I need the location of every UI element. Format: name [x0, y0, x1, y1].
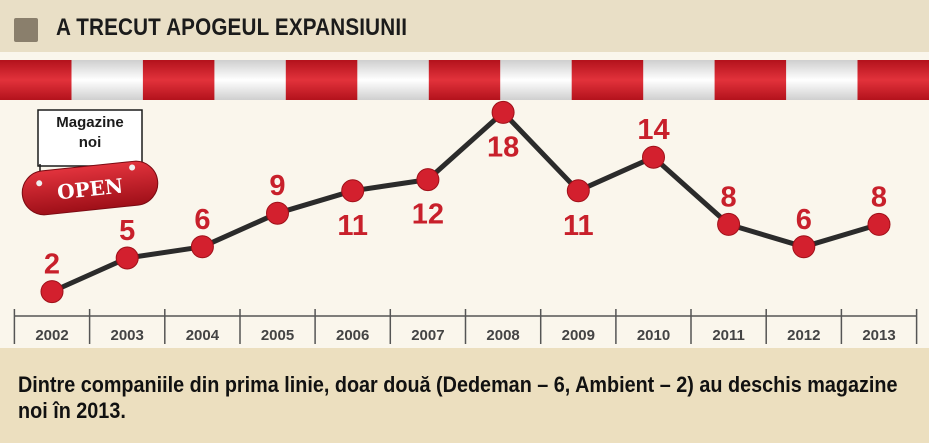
sign-board: [37, 109, 143, 167]
data-point: [341, 179, 365, 203]
open-plate: [21, 160, 159, 216]
x-tick-label: 2013: [862, 327, 895, 344]
awning-stripes: [0, 60, 929, 100]
series-line: [49, 109, 882, 295]
data-point: [717, 212, 741, 236]
data-point: [40, 280, 64, 304]
chart-area: Magazine noi OPEN 2002 2003 2004 2005 2006 20…: [0, 52, 929, 348]
value-label: 5: [119, 215, 135, 247]
chart-title: A TRECUT APOGEUL EXPANSIUNII: [56, 14, 408, 41]
value-labels: 2 5 6 9 11 12 18 11 14 8 6 8: [44, 114, 887, 280]
data-point: [867, 212, 891, 236]
x-tick-label: 2004: [186, 327, 220, 344]
x-axis-ticks: [13, 309, 918, 344]
sign-label-line1: Magazine: [56, 114, 124, 131]
value-label: 12: [412, 199, 444, 231]
awning-stripe: [786, 60, 859, 100]
caption: Dintre companiile din prima linie, doar …: [18, 372, 898, 423]
value-label: 2: [44, 249, 60, 281]
x-tick-label: 2009: [562, 327, 595, 344]
value-label: 14: [637, 114, 669, 146]
value-label: 11: [337, 210, 368, 242]
awning-stripe: [214, 60, 287, 100]
series-markers: [40, 100, 891, 304]
value-label: 6: [796, 204, 812, 236]
x-tick-label: 2010: [637, 327, 670, 344]
line-chart: Magazine noi OPEN 2002 2003 2004 2005 2006 20…: [0, 60, 929, 344]
awning-stripe: [71, 60, 144, 100]
x-tick-label: 2008: [486, 327, 519, 344]
value-label: 8: [871, 181, 887, 213]
x-tick-label: 2006: [336, 327, 369, 344]
plate-hole-right: [129, 164, 136, 171]
awning-stripe: [357, 60, 430, 100]
data-point: [491, 100, 515, 124]
x-tick-label: 2002: [35, 327, 68, 344]
data-point: [115, 246, 139, 270]
x-tick-label: 2011: [712, 327, 745, 344]
data-point: [792, 235, 816, 259]
awning-stripe: [714, 60, 787, 100]
footer-bar: Dintre companiile din prima linie, doar …: [0, 348, 929, 443]
value-label: 6: [194, 204, 210, 236]
plate-hole-left: [36, 180, 43, 187]
value-label: 9: [269, 170, 285, 202]
title-bullet: [14, 18, 38, 42]
awning-stripe: [428, 60, 501, 100]
value-label: 18: [487, 131, 519, 163]
x-tick-label: 2003: [111, 327, 144, 344]
sign-label-line2: noi: [79, 134, 102, 151]
x-axis-tick-labels: 2002 2003 2004 2005 2006 2007 2008 2009 2010 2011…: [35, 327, 895, 344]
x-tick-label: 2012: [787, 327, 820, 344]
awning-stripe: [571, 60, 644, 100]
awning-stripe: [0, 60, 72, 100]
data-point: [266, 201, 289, 225]
header-bar: A TRECUT APOGEUL EXPANSIUNII: [0, 0, 929, 52]
x-tick-label: 2007: [411, 327, 444, 344]
awning-stripe: [857, 60, 929, 100]
data-point: [642, 145, 665, 169]
data-point: [416, 168, 440, 192]
awning-stripe: [643, 60, 716, 100]
awning-stripe: [285, 60, 358, 100]
value-label: 11: [563, 210, 594, 242]
value-label: 8: [721, 181, 737, 213]
awning-stripe: [500, 60, 573, 100]
open-sign: Magazine noi OPEN: [21, 109, 159, 216]
data-point: [566, 179, 590, 203]
awning-stripe: [142, 60, 215, 100]
x-tick-label: 2005: [261, 327, 294, 344]
data-point: [190, 235, 214, 259]
